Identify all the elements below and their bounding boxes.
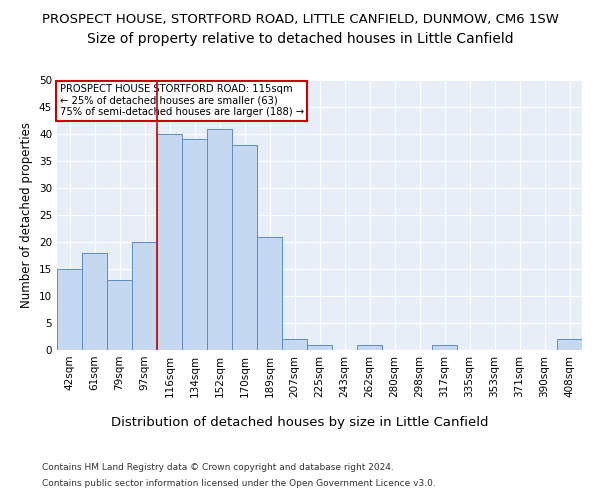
Bar (357, 344, 382, 350)
Bar (182, 140, 207, 350)
Text: PROSPECT HOUSE, STORTFORD ROAD, LITTLE CANFIELD, DUNMOW, CM6 1SW: PROSPECT HOUSE, STORTFORD ROAD, LITTLE C… (41, 12, 559, 26)
Text: Size of property relative to detached houses in Little Canfield: Size of property relative to detached ho… (86, 32, 514, 46)
Bar (107, 280, 132, 350)
Bar (82, 253, 107, 350)
Text: Distribution of detached houses by size in Little Canfield: Distribution of detached houses by size … (111, 416, 489, 429)
Bar (207, 128, 232, 350)
Bar (157, 134, 182, 350)
Bar (282, 339, 307, 350)
Bar (307, 344, 332, 350)
Text: Contains HM Land Registry data © Crown copyright and database right 2024.: Contains HM Land Registry data © Crown c… (42, 464, 394, 472)
Bar (557, 339, 582, 350)
Bar (232, 145, 257, 350)
Bar (432, 344, 457, 350)
Bar (257, 236, 282, 350)
Text: Contains public sector information licensed under the Open Government Licence v3: Contains public sector information licen… (42, 478, 436, 488)
Bar (57, 269, 82, 350)
Text: PROSPECT HOUSE STORTFORD ROAD: 115sqm
← 25% of detached houses are smaller (63)
: PROSPECT HOUSE STORTFORD ROAD: 115sqm ← … (59, 84, 304, 117)
Bar (132, 242, 157, 350)
Y-axis label: Number of detached properties: Number of detached properties (20, 122, 34, 308)
